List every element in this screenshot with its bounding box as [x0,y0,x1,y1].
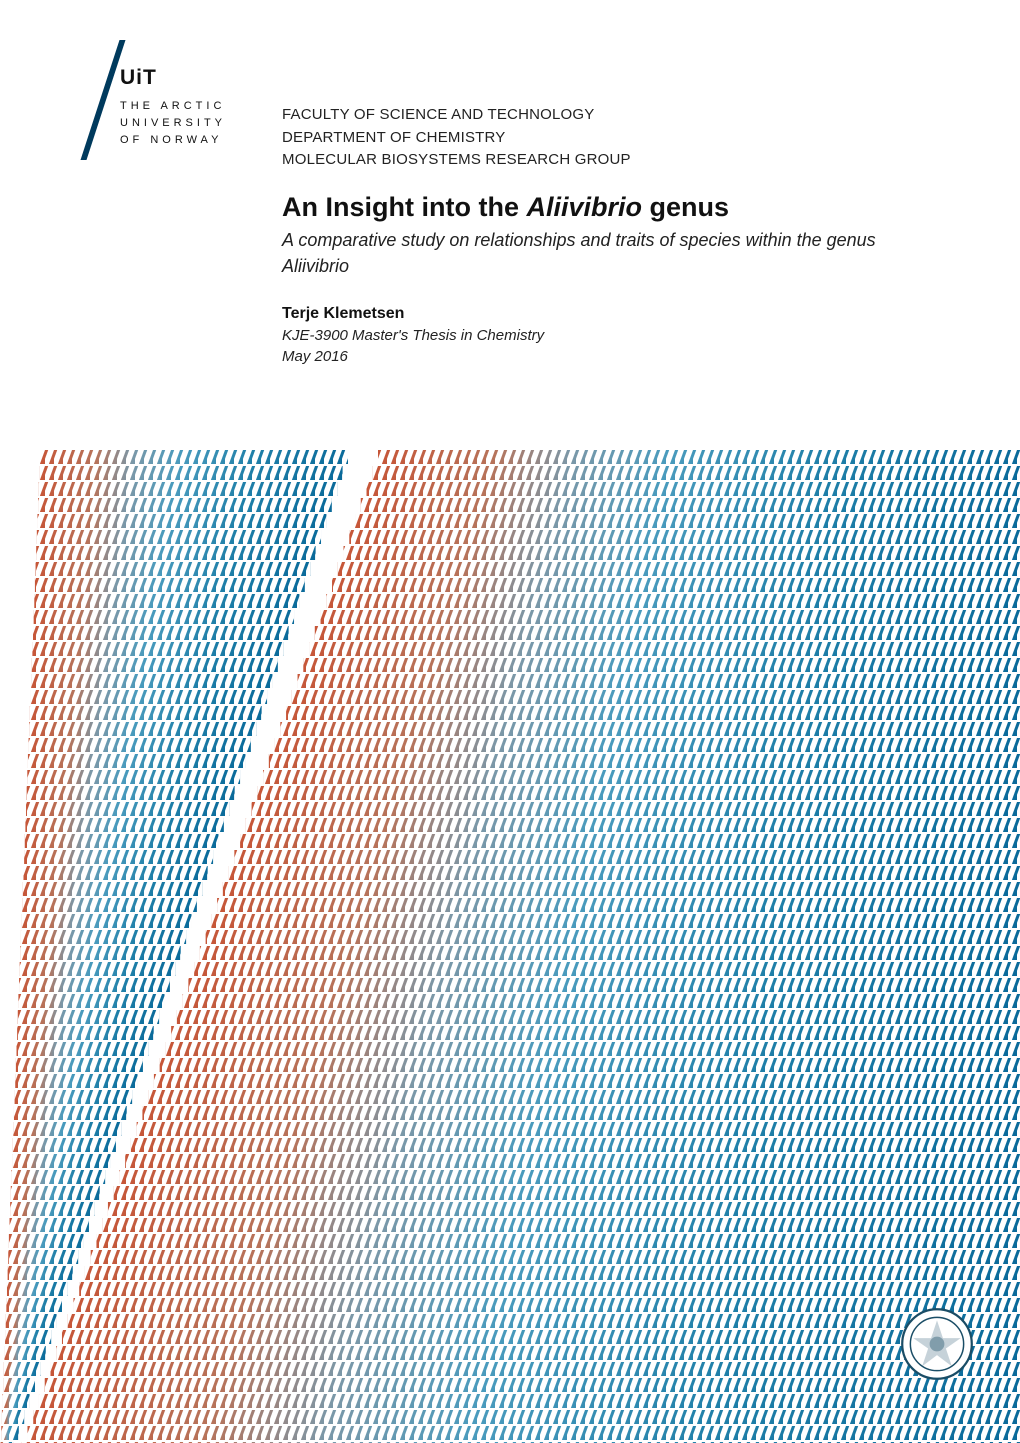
logo-slash-mark [81,40,126,160]
logo-line3: OF NORWAY [120,134,222,146]
hatch-svg [0,450,1020,1443]
cover-header-block: FACULTY OF SCIENCE AND TECHNOLOGY DEPART… [282,104,966,368]
faculty-block: FACULTY OF SCIENCE AND TECHNOLOGY DEPART… [282,104,966,172]
course-code: KJE-3900 Master's Thesis in Chemistry [282,325,966,347]
thesis-subtitle: A comparative study on relationships and… [282,227,922,279]
faculty-line: DEPARTMENT OF CHEMISTRY [282,129,506,146]
logo-line1: THE ARCTIC [120,100,225,112]
uit-logo: UiT THE ARCTIC UNIVERSITY OF NORWAY [54,46,204,196]
logo-acronym: UiT [120,66,226,90]
thesis-date: May 2016 [282,346,966,368]
title-trail: genus [642,192,729,222]
thesis-title: An Insight into the Aliivibrio genus [282,192,966,223]
title-lead: An Insight into the [282,192,526,222]
decorative-hatch-pattern [0,450,1020,1443]
logo-line2: UNIVERSITY [120,117,226,129]
faculty-line: FACULTY OF SCIENCE AND TECHNOLOGY [282,106,595,123]
university-seal-icon [900,1307,974,1381]
title-genus: Aliivibrio [526,192,642,222]
seal-svg [900,1307,974,1381]
logo-subtitle: THE ARCTIC UNIVERSITY OF NORWAY [120,98,226,149]
author-name: Terje Klemetsen [282,305,966,323]
faculty-line: MOLECULAR BIOSYSTEMS RESEARCH GROUP [282,151,631,168]
